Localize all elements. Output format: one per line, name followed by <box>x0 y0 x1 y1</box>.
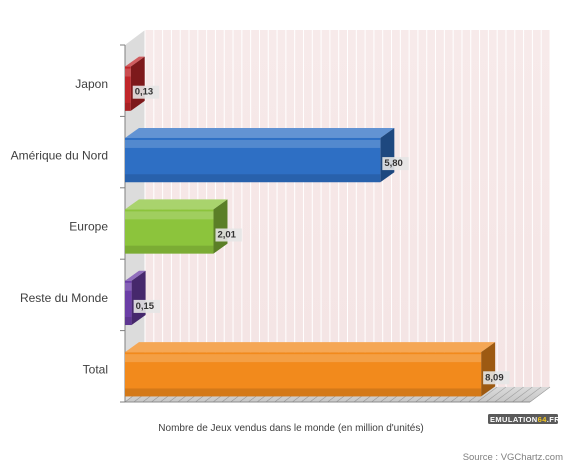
bar-total <box>125 342 496 397</box>
data-label: 2,01 <box>215 228 242 242</box>
logo-text-mid: 64 <box>538 415 548 424</box>
data-label-bg <box>382 157 409 171</box>
bar-highlight <box>125 282 132 291</box>
bar-shadow <box>125 317 132 326</box>
data-label-text: 0,13 <box>135 87 154 98</box>
data-label-text: 5,80 <box>384 158 403 169</box>
bar-shadow <box>125 388 482 397</box>
bar-highlight <box>125 354 482 363</box>
data-label: 0,13 <box>132 85 160 99</box>
svg-text:EMULATION64.FR: EMULATION64.FR <box>490 415 560 424</box>
category-label: Reste du Monde <box>20 291 108 305</box>
bar-front-face <box>125 66 131 111</box>
bar-top-face <box>125 127 395 138</box>
category-labels: Japon Amérique du Nord Europe Reste du Mond… <box>11 77 109 377</box>
bar-front-face <box>125 352 482 397</box>
bar-europe <box>125 199 228 254</box>
data-label-bg <box>483 371 510 385</box>
bar-japon <box>125 56 145 111</box>
emulation64-logo: EMULATION64.FR <box>488 414 560 424</box>
data-label-bg <box>215 228 242 242</box>
bar-shadow <box>125 174 381 183</box>
source-credit: Source : VGChartz.com <box>463 452 563 463</box>
category-label: Amérique du Nord <box>11 148 108 162</box>
category-axis <box>120 44 126 403</box>
data-label: 8,09 <box>483 371 510 385</box>
data-label: 5,80 <box>382 157 409 171</box>
bar-front-face <box>125 137 381 183</box>
bar-front-face <box>125 280 132 326</box>
data-labels: 0,13 5,80 2,01 0,15 8,09 <box>132 85 510 385</box>
bar-highlight <box>125 68 131 77</box>
bar-shadow <box>125 102 131 111</box>
bar-top-face <box>125 199 228 210</box>
data-label-text: 2,01 <box>217 230 236 241</box>
bar-reste-du-monde <box>125 270 146 326</box>
bar-top-face <box>125 342 496 353</box>
bar-am-rique-du-nord <box>125 127 395 183</box>
x-axis-title: Nombre de Jeux vendus dans le monde (en … <box>158 423 423 434</box>
bar-top-face <box>125 270 146 281</box>
logo-text-right: .FR <box>547 415 560 424</box>
data-label-bg <box>133 299 161 313</box>
category-label: Europe <box>69 220 108 234</box>
data-label: 0,15 <box>133 299 161 313</box>
bar-highlight <box>125 139 381 148</box>
bar-shadow <box>125 245 214 254</box>
data-label-bg <box>132 85 160 99</box>
bar-front-face <box>125 209 214 254</box>
data-label-text: 8,09 <box>485 372 504 383</box>
bar-top-face <box>125 56 145 67</box>
category-label: Total <box>83 362 108 376</box>
data-label-text: 0,15 <box>136 301 155 312</box>
bar-highlight <box>125 211 214 220</box>
logo-text-left: EMULATION <box>490 415 538 424</box>
category-label: Japon <box>75 77 108 91</box>
